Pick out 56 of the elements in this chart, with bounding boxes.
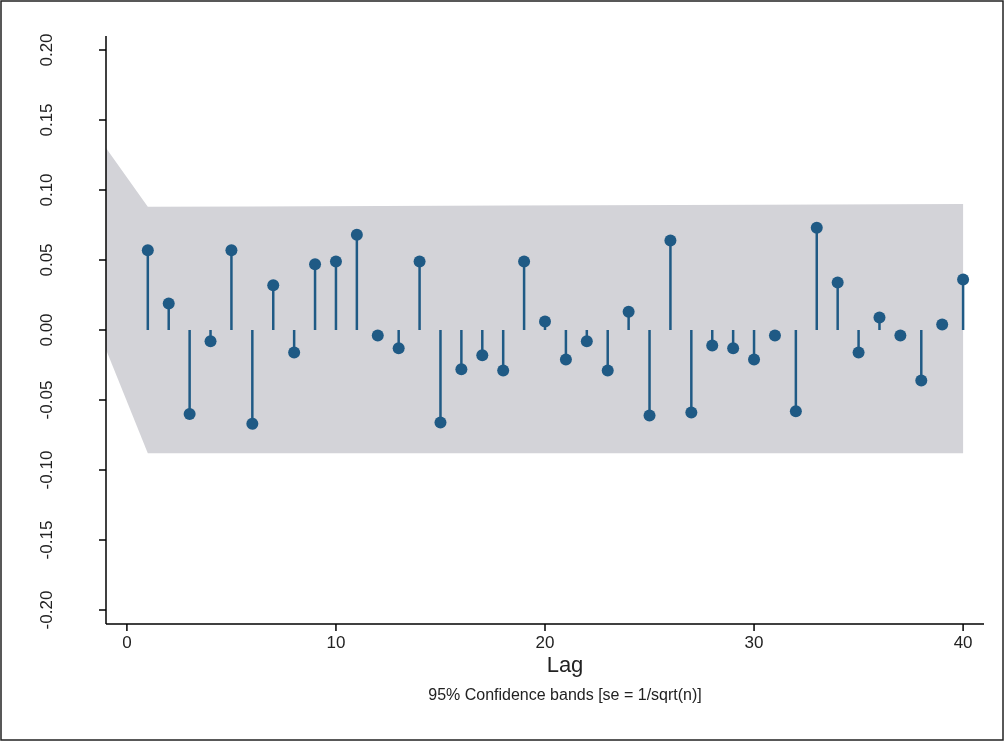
point [329, 255, 342, 268]
y-tick-label: 0.00 [36, 313, 56, 347]
x-tick-label: 10 [326, 633, 346, 652]
x-tick-label: 30 [744, 633, 764, 652]
point [915, 374, 928, 387]
point [559, 353, 572, 366]
point [413, 255, 426, 268]
point [789, 405, 802, 418]
point [706, 339, 719, 352]
y-tick-label: 0.15 [36, 103, 56, 137]
point [497, 364, 510, 377]
y-tick-label: 0.05 [36, 243, 56, 277]
point [810, 221, 823, 234]
point [852, 346, 865, 359]
point [476, 349, 489, 362]
point [936, 318, 949, 331]
point [288, 346, 301, 359]
point [831, 276, 844, 289]
y-tick-label: -0.10 [36, 450, 56, 490]
y-tick-label: -0.20 [36, 590, 56, 630]
text: 95% Confidence bands [se = 1/sqrt(n)] [428, 686, 702, 703]
point [162, 297, 175, 310]
point [957, 273, 970, 286]
x-axis-title: Lag [546, 652, 584, 677]
point [455, 363, 468, 376]
point [141, 244, 154, 257]
point [685, 406, 698, 419]
x-tick-label: 0 [122, 633, 132, 652]
point [748, 353, 761, 366]
point [371, 329, 384, 342]
point [643, 409, 656, 422]
point [894, 329, 907, 342]
point [392, 342, 405, 355]
point [350, 228, 363, 241]
x-tick-label: 40 [953, 633, 973, 652]
y-tick-label: 0.10 [36, 173, 56, 207]
point [434, 416, 447, 429]
point [539, 315, 551, 328]
point [309, 258, 322, 271]
y-tick-label: -0.15 [36, 520, 56, 560]
point [622, 305, 635, 318]
point [518, 255, 531, 268]
point [267, 279, 280, 292]
point [225, 244, 238, 257]
point [664, 234, 677, 247]
point [246, 417, 259, 430]
point [768, 329, 781, 342]
y-tick-label: -0.05 [36, 380, 56, 420]
point [601, 364, 614, 377]
x-tick-label: 20 [535, 633, 555, 652]
point [183, 408, 196, 420]
point [204, 335, 217, 348]
point [873, 311, 886, 324]
y-tick-label: 0.20 [36, 33, 56, 67]
point [580, 335, 593, 348]
point [727, 342, 740, 355]
